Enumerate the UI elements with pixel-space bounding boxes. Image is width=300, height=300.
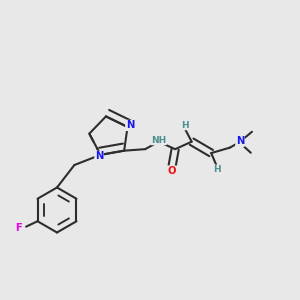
Text: NH: NH — [151, 136, 166, 145]
Text: H: H — [181, 121, 189, 130]
Text: O: O — [168, 166, 176, 176]
Text: H: H — [213, 165, 220, 174]
Text: N: N — [95, 151, 103, 161]
Text: N: N — [126, 120, 134, 130]
Text: N: N — [236, 136, 244, 146]
Text: F: F — [15, 223, 22, 233]
